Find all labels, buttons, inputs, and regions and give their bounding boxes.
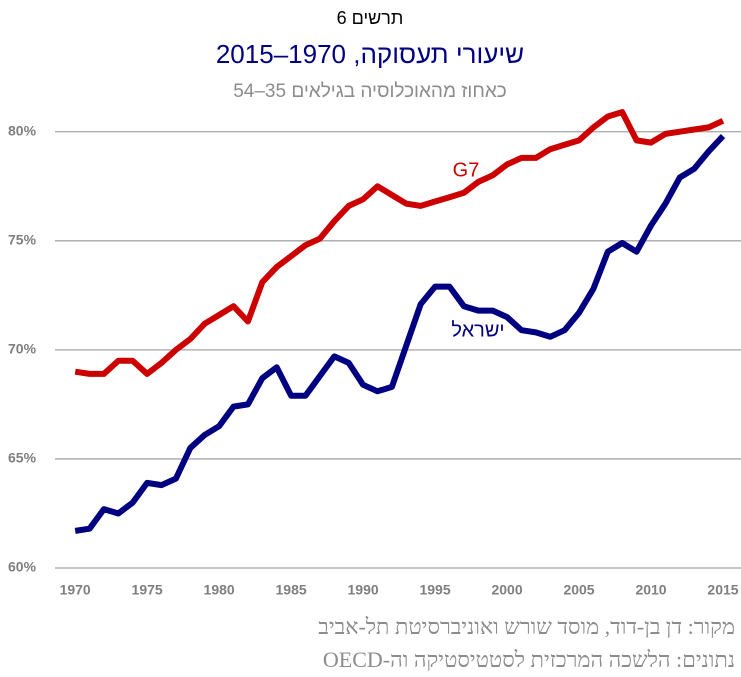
x-tick-label: 2005: [563, 582, 594, 598]
chart-title: שיעורי תעסוקה, 1970–2015: [216, 39, 524, 69]
series-label: ישראל: [451, 319, 504, 341]
y-tick-label: 70%: [8, 341, 37, 357]
y-tick-label: 65%: [8, 450, 37, 466]
series-label: G7: [453, 159, 480, 181]
data-note: נתונים: הלשכה המרכזית לסטטיסטיקה וה-OECD: [323, 647, 735, 672]
x-tick-label: 1990: [348, 582, 379, 598]
x-tick-label: 2000: [491, 582, 522, 598]
y-tick-label: 60%: [8, 559, 37, 575]
x-tick-label: 1985: [276, 582, 307, 598]
x-tick-label: 1980: [204, 582, 235, 598]
chart-label: תרשים 6: [337, 8, 404, 28]
chart-subtitle: כאחוז מהאוכלוסיה בגילאים 35–54: [233, 81, 507, 102]
x-tick-label: 2010: [635, 582, 666, 598]
x-tick-label: 1995: [419, 582, 450, 598]
x-tick-label: 1975: [132, 582, 163, 598]
series-line: [74, 109, 725, 377]
x-tick-label: 1970: [60, 582, 91, 598]
series-line: [74, 134, 726, 534]
source-note: מקור: דן בן-דוד, מוסד שורש ואוניברסיטת ת…: [318, 614, 735, 639]
x-tick-label: 2015: [707, 582, 738, 598]
y-tick-label: 80%: [8, 122, 37, 138]
y-tick-label: 75%: [8, 231, 37, 247]
